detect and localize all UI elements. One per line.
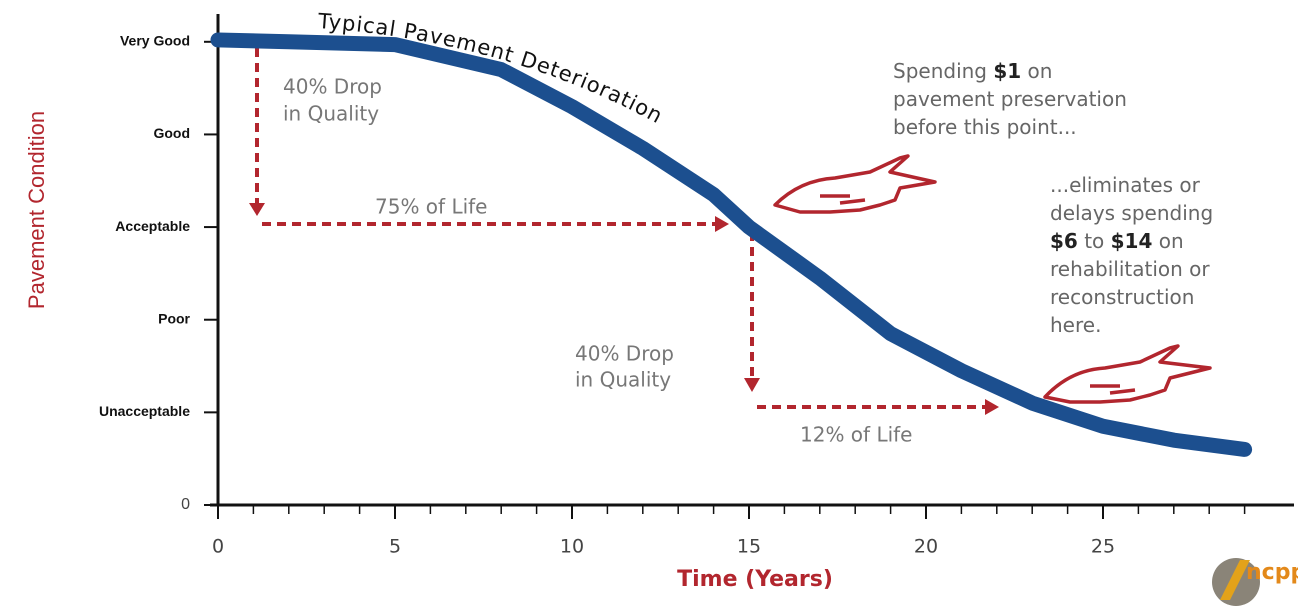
annotation: 40% Drop bbox=[575, 342, 674, 366]
note-line: $6 to $14 on bbox=[1050, 229, 1184, 253]
note-segment: on bbox=[1152, 229, 1183, 253]
note-segment: on bbox=[1021, 59, 1052, 83]
y-tick-label: 0 bbox=[181, 496, 190, 513]
x-tick-label: 25 bbox=[1091, 536, 1115, 558]
arrow-head bbox=[715, 216, 729, 232]
x-tick-label: 0 bbox=[212, 536, 224, 558]
logo: ncpp bbox=[1212, 558, 1298, 606]
arrow-head bbox=[249, 203, 265, 216]
note-line: here. bbox=[1050, 313, 1101, 337]
note-line: delays spending bbox=[1050, 201, 1213, 225]
y-tick-label: Acceptable bbox=[115, 218, 190, 234]
hands bbox=[773, 154, 1212, 404]
annotation: 12% of Life bbox=[800, 423, 913, 447]
note-segment: delays spending bbox=[1050, 201, 1213, 225]
notes: Spending $1 on pavement preservation befor… bbox=[893, 59, 1213, 337]
note-segment: $6 bbox=[1050, 229, 1078, 253]
note-segment: $14 bbox=[1111, 229, 1153, 253]
hand bbox=[773, 154, 937, 214]
note-line: before this point... bbox=[893, 115, 1077, 139]
y-tick-label: Unacceptable bbox=[99, 403, 190, 419]
curve bbox=[210, 32, 1253, 457]
y-tick-label: Very Good bbox=[120, 32, 190, 48]
hand bbox=[1043, 344, 1212, 404]
annotation: in Quality bbox=[283, 102, 379, 126]
note-segment: $1 bbox=[993, 59, 1021, 83]
dashed-arrows bbox=[249, 48, 999, 415]
annotation: 75% of Life bbox=[375, 195, 488, 219]
note-segment: pavement preservation bbox=[893, 87, 1127, 111]
note-segment: reconstruction bbox=[1050, 285, 1194, 309]
y-tick-label: Poor bbox=[158, 310, 190, 326]
note-line: reconstruction bbox=[1050, 285, 1194, 309]
note-segment: before this point... bbox=[893, 115, 1077, 139]
y-tick-label: Good bbox=[153, 125, 190, 141]
note-line: Spending $1 on bbox=[893, 59, 1052, 83]
note-line: ...eliminates or bbox=[1050, 173, 1201, 197]
note-segment: Spending bbox=[893, 59, 993, 83]
y-axis-label: Pavement Condition bbox=[24, 111, 49, 309]
note-segment: here. bbox=[1050, 313, 1101, 337]
note-segment: rehabilitation or bbox=[1050, 257, 1210, 281]
x-tick-label: 15 bbox=[737, 536, 761, 558]
note-segment: to bbox=[1078, 229, 1111, 253]
note-segment: ...eliminates or bbox=[1050, 173, 1201, 197]
arrow-head bbox=[744, 378, 760, 392]
note-line: pavement preservation bbox=[893, 87, 1127, 111]
logo-mark bbox=[1220, 560, 1250, 600]
x-tick-label: 10 bbox=[560, 536, 584, 558]
annotation: in Quality bbox=[575, 368, 671, 392]
x-axis-label: Time (Years) bbox=[677, 567, 833, 592]
note-line: rehabilitation or bbox=[1050, 257, 1210, 281]
x-tick-label: 5 bbox=[389, 536, 401, 558]
x-tick-label: 20 bbox=[914, 536, 938, 558]
arrow-head bbox=[985, 399, 999, 415]
annotation: 40% Drop bbox=[283, 75, 382, 99]
logo-text: ncpp bbox=[1246, 560, 1298, 585]
